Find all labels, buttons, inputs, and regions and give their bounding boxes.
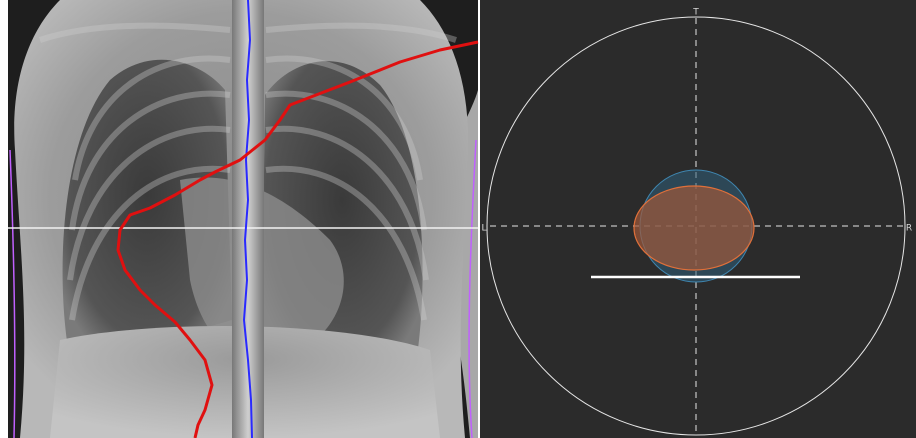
orange-region xyxy=(633,185,755,271)
top-label: T xyxy=(692,8,699,18)
body-contour-right xyxy=(468,139,477,438)
body-contour-left xyxy=(9,149,16,438)
right-label: R xyxy=(906,224,912,234)
outer-circle xyxy=(486,16,906,436)
orientation-panel: T L R xyxy=(480,0,916,438)
xray-panel xyxy=(8,0,479,438)
left-label: L xyxy=(481,224,486,234)
midline-trace xyxy=(242,0,253,438)
ribs xyxy=(39,22,457,321)
contour-trace xyxy=(116,40,479,438)
